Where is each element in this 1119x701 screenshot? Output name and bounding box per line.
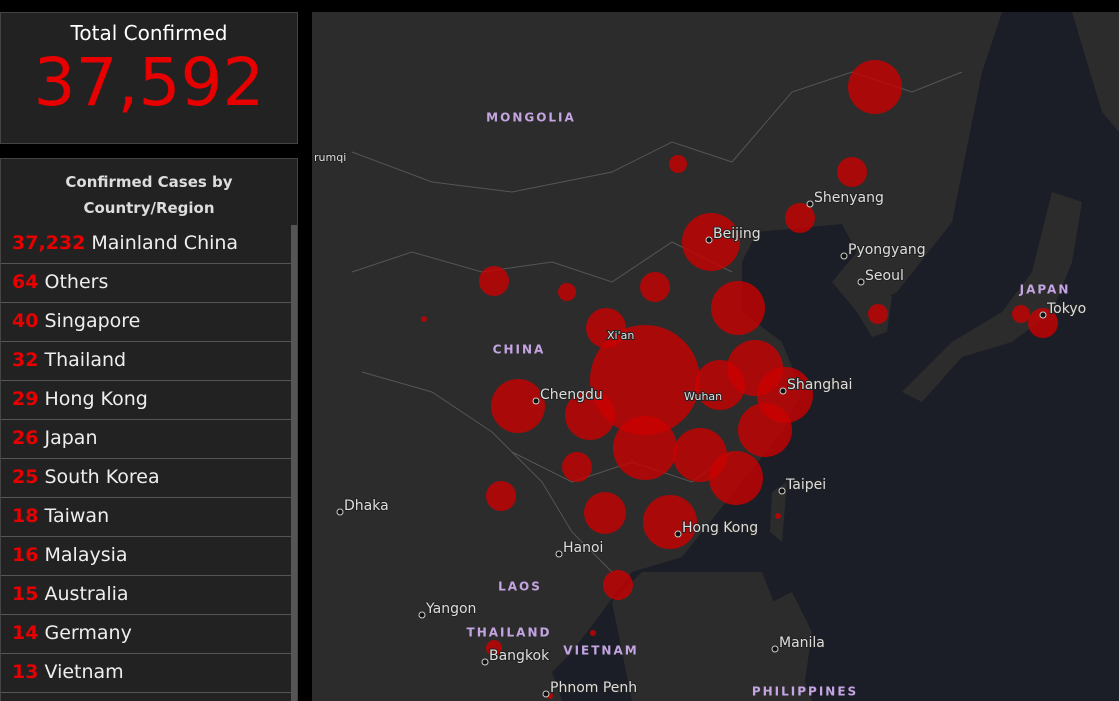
country-list: Confirmed Cases by Country/Region 37,232… (0, 158, 298, 701)
country-row[interactable]: 18 Taiwan (1, 498, 291, 537)
total-panel: Total Confirmed 37,592 (0, 12, 298, 144)
row-count: 37,232 (12, 232, 86, 254)
country-row[interactable]: 16 Malaysia (1, 537, 291, 576)
country-row[interactable]: 14 Germany (1, 615, 291, 654)
city-dot (806, 200, 814, 208)
row-count: 15 (12, 583, 39, 605)
country-label: LAOS (498, 580, 542, 594)
city-label: Xi'an (607, 329, 634, 342)
row-count: 32 (12, 349, 39, 371)
row-name: Others (44, 271, 109, 293)
city-dot (481, 658, 489, 666)
country-label: PHILIPPINES (752, 685, 858, 699)
rows: 37,232 Mainland China 64 Others 40 Singapo… (1, 225, 291, 693)
city-label: Shenyang (814, 190, 884, 206)
country-row[interactable]: 37,232 Mainland China (1, 225, 291, 264)
city-dot (779, 387, 787, 395)
country-row[interactable]: 13 Vietnam (1, 654, 291, 693)
total-title: Total Confirmed (70, 21, 228, 45)
city-label: Chengdu (540, 387, 603, 403)
row-name: Malaysia (44, 544, 128, 566)
row-count: 64 (12, 271, 39, 293)
row-count: 14 (12, 622, 39, 644)
city-label: Shanghai (787, 377, 852, 393)
labels: MONGOLIA CHINA JAPAN LAOS THAILAND VIETNAM PHI… (313, 111, 1087, 699)
city-dot (1039, 311, 1047, 319)
country-row[interactable]: 15 Australia (1, 576, 291, 615)
city-dot (778, 487, 786, 495)
bubbles (421, 60, 1058, 699)
city-label: Hong Kong (682, 520, 758, 536)
land (770, 482, 787, 542)
country-row[interactable]: 40 Singapore (1, 303, 291, 342)
country-row[interactable]: 64 Others (1, 264, 291, 303)
city-label: Taipei (785, 477, 826, 493)
land (1072, 12, 1119, 132)
country-row[interactable]: 26 Japan (1, 420, 291, 459)
country-row[interactable]: 32 Thailand (1, 342, 291, 381)
city-label: Wuhan (684, 390, 722, 403)
row-count: 40 (12, 310, 39, 332)
row-name: Mainland China (91, 232, 239, 254)
city-dot (705, 236, 713, 244)
land (902, 192, 1082, 402)
city-dot (674, 530, 682, 538)
country-row[interactable]: 25 South Korea (1, 459, 291, 498)
city-dot (857, 278, 865, 286)
map[interactable]: MONGOLIA CHINA JAPAN LAOS THAILAND VIETNAM PHI… (312, 12, 1119, 701)
city-dot (771, 645, 779, 653)
land (767, 592, 812, 701)
country-label: CHINA (493, 343, 546, 357)
city-dot (555, 550, 563, 558)
city-label: Tokyo (1046, 301, 1086, 317)
row-name: Japan (44, 427, 98, 449)
row-count: 25 (12, 466, 39, 488)
scrollbar[interactable] (291, 225, 297, 701)
city-label: Bangkok (489, 648, 550, 664)
list-title: Confirmed Cases by Country/Region (65, 173, 233, 217)
city-label: Yangon (425, 601, 476, 617)
country-label: MONGOLIA (486, 111, 576, 125)
row-count: 18 (12, 505, 39, 527)
city-dot (840, 252, 848, 260)
city-label: Phnom Penh (550, 680, 637, 696)
city-label: Beijing (713, 226, 761, 242)
row-count: 29 (12, 388, 39, 410)
row-count: 26 (12, 427, 39, 449)
country-label: JAPAN (1019, 283, 1071, 297)
row-name: Hong Kong (44, 388, 148, 410)
city-label: Manila (779, 635, 825, 651)
city-label: Pyongyang (848, 242, 926, 258)
country-row[interactable]: 29 Hong Kong (1, 381, 291, 420)
row-name: South Korea (44, 466, 160, 488)
row-count: 13 (12, 661, 39, 683)
city-label: Dhaka (344, 498, 389, 514)
city-label: rumqi (314, 151, 346, 164)
country-label: VIETNAM (563, 644, 638, 658)
row-name: Taiwan (44, 505, 110, 527)
total-value: 37,592 (33, 44, 265, 121)
city-dot (542, 690, 550, 698)
city-label: Hanoi (563, 540, 603, 556)
row-name: Thailand (44, 349, 127, 371)
city-dot (336, 508, 344, 516)
row-name: Australia (44, 583, 129, 605)
city-dot (418, 611, 426, 619)
row-name: Singapore (44, 310, 141, 332)
row-name: Vietnam (44, 661, 124, 683)
country-label: THAILAND (467, 626, 552, 640)
sea (552, 12, 1119, 701)
row-name: Germany (44, 622, 132, 644)
row-count: 16 (12, 544, 39, 566)
city-dot (532, 397, 540, 405)
city-label: Seoul (865, 268, 904, 284)
